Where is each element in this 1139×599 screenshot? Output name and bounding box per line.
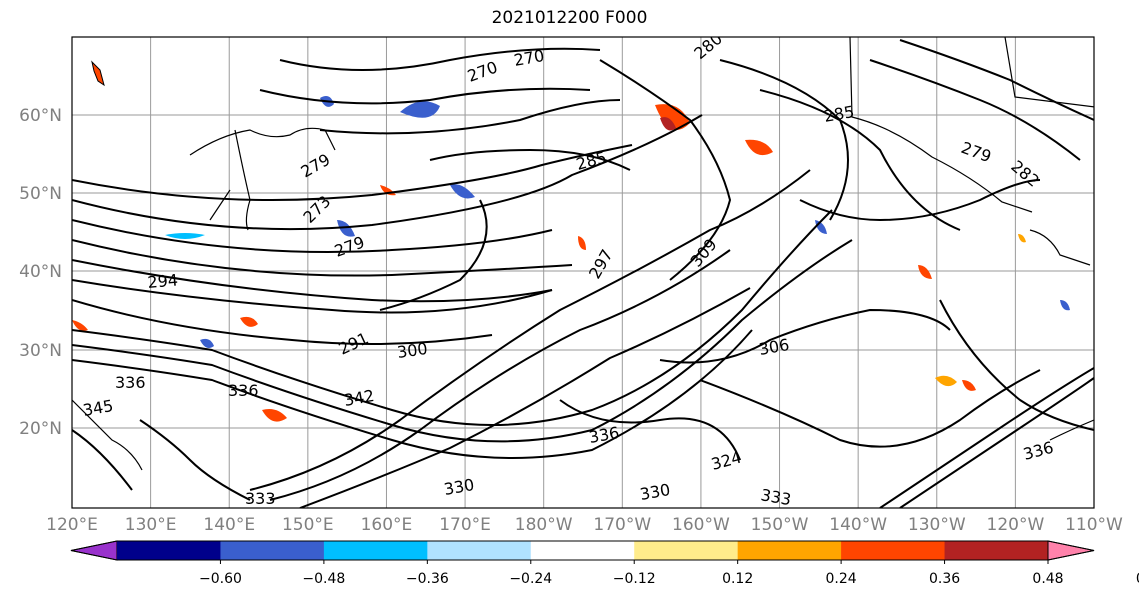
lon-tick-label: 160°W [672, 515, 730, 535]
contour-label: 336 [115, 373, 146, 392]
colorbar-segment [737, 541, 842, 560]
lon-tick-label: 120°W [987, 515, 1045, 535]
longitude-tick-labels: 120°E 130°E 140°E 150°E 160°E 170°E 180°W 170°W… [46, 515, 1123, 535]
latitude-tick-labels: 60°N 50°N 40°N 30°N 20°N [19, 106, 62, 439]
lon-tick-label: 140°E [203, 515, 255, 535]
colorbar-segment [634, 541, 739, 560]
lon-tick-label: 150°W [751, 515, 809, 535]
colorbar-extend-high [1047, 540, 1095, 561]
colorbar-segment [323, 541, 428, 560]
map-panel [72, 37, 1094, 508]
contour-label: 333 [759, 485, 792, 509]
lon-tick-label: 110°W [1065, 515, 1123, 535]
lon-tick-label: 180°W [515, 515, 573, 535]
lon-tick-label: 150°E [282, 515, 334, 535]
colorbar-tick-label: −0.36 [406, 571, 449, 587]
lon-tick-label: 130°W [908, 515, 966, 535]
colorbar-segment [530, 541, 635, 560]
colorbar-segment [220, 541, 325, 560]
lat-tick-label: 50°N [19, 184, 62, 204]
lon-tick-label: 160°E [361, 515, 413, 535]
lon-tick-label: 140°W [829, 515, 887, 535]
colorbar-tick-label: 0.48 [1032, 571, 1063, 587]
colorbar [70, 540, 1095, 561]
contour-lines [72, 39, 1094, 508]
colorbar-segment [944, 541, 1049, 560]
colorbar-segment [841, 541, 946, 560]
colorbar-tick-labels: −0.60 −0.48 −0.36 −0.24 −0.12 0.12 0.24 0.36 0.4… [199, 560, 1139, 587]
colorbar-tick-label: −0.48 [302, 571, 345, 587]
map-frame [71, 36, 1095, 509]
shaded-anomaly-patches [72, 60, 1070, 422]
colorbar-extend-low [70, 540, 118, 561]
contour-label: 294 [147, 270, 179, 292]
colorbar-segment [427, 541, 532, 560]
colorbar-tick-label: 0.12 [722, 571, 753, 587]
map-title: 2021012200 F000 [491, 8, 648, 28]
lat-tick-label: 30°N [19, 341, 62, 361]
contour-label: 336 [228, 381, 259, 400]
lat-tick-label: 40°N [19, 262, 62, 282]
colorbar-tick-label: −0.24 [509, 571, 552, 587]
lon-tick-label: 170°W [593, 515, 651, 535]
colorbar-outline [70, 540, 1095, 561]
colorbar-tick-label: 0.24 [826, 571, 857, 587]
colorbar-tick-label: −0.12 [613, 571, 656, 587]
lon-tick-label: 120°E [46, 515, 98, 535]
contour-label: 333 [245, 489, 276, 508]
contour-label: 300 [396, 339, 429, 362]
lat-tick-label: 60°N [19, 106, 62, 126]
colorbar-tick-label: −0.60 [199, 571, 242, 587]
colorbar-segment [117, 541, 221, 560]
colorbar-tick-label: 0.60 [1136, 571, 1139, 587]
lon-tick-label: 130°E [125, 515, 177, 535]
lon-tick-label: 170°E [439, 515, 491, 535]
lat-tick-label: 20°N [19, 419, 62, 439]
coastlines [72, 37, 1094, 471]
colorbar-tick-label: 0.36 [929, 571, 960, 587]
